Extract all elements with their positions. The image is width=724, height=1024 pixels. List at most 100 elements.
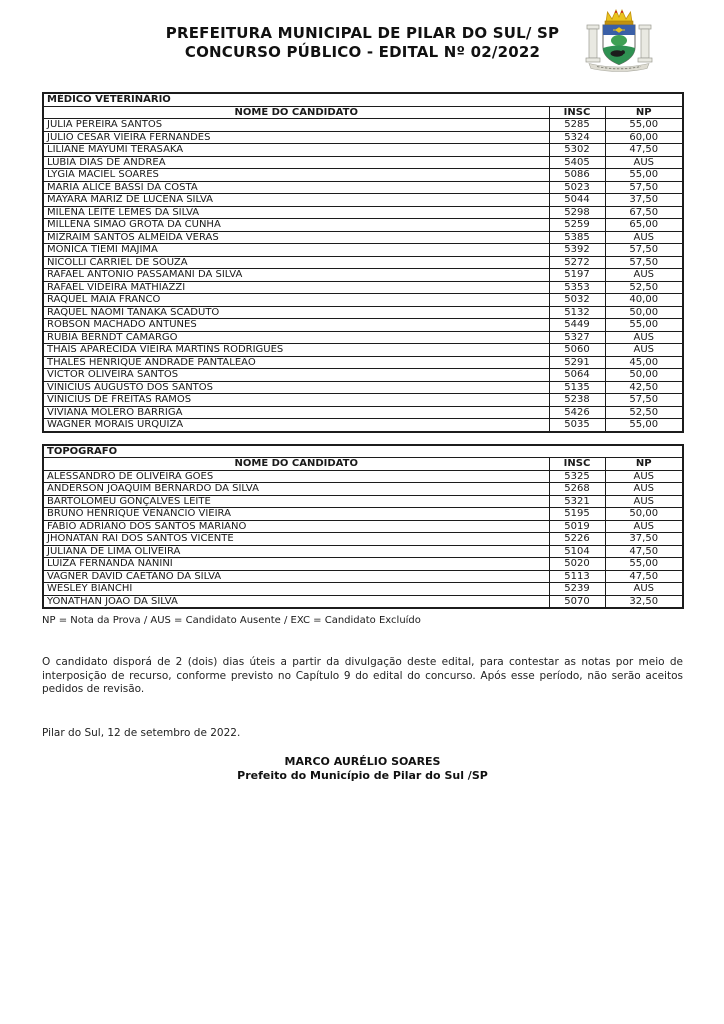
cell-np: AUS [604,230,684,244]
signature-name: MARCO AURÉLIO SOARES [284,754,441,768]
cell-np: 47,50 [604,143,684,157]
notice-paragraph: O candidato disporá de 2 (dois) dias úte… [42,656,683,695]
table-row: RAQUEL NAOMI TANAKA SCADUTO 5132 50,00 [42,305,684,319]
table-row: BRUNO HENRIQUE VENÂNCIO VIEIRA 5195 50,00 [42,507,684,521]
signature-role: Prefeito do Município de Pilar do Sul /S… [237,768,488,782]
cell-name: WESLEY BIANCHI [42,582,550,596]
cell-insc: 5060 [548,343,606,357]
document-header: PREFEITURA MUNICIPAL DE PILAR DO SUL/ SP… [42,9,683,92]
table-title: MÉDICO VETERINÁRIO [42,92,684,107]
cell-np: AUS [604,519,684,533]
table-title-row: TOPÓGRAFO [42,444,684,458]
cell-insc: 5392 [548,243,606,257]
cell-name: MILENA LEITE LEMES DA SILVA [42,205,550,219]
cell-insc: 5226 [548,532,606,546]
cell-insc: 5070 [548,594,606,609]
crown-jewel [620,10,624,14]
cell-name: BARTOLOMEU GONÇALVES LEITE [42,494,550,508]
cell-np: 55,00 [604,168,684,182]
table-row: VIVIANA MOLERO BARRIGA 5426 52,50 [42,405,684,419]
cell-insc: 5426 [548,405,606,419]
coat-of-arms-icon [583,7,655,75]
cell-insc: 5020 [548,557,606,571]
column-header-np: NP [604,105,684,119]
cell-insc: 5023 [548,180,606,194]
cell-insc: 5449 [548,318,606,332]
table-row: JHONATAN RAI DOS SANTOS VICENTE 5226 37,50 [42,532,684,546]
cell-np: 50,00 [604,305,684,319]
table-row: NICOLLI CARRIEL DE SOUZA 5272 57,50 [42,255,684,269]
table-row: ALESSANDRO DE OLIVEIRA GÓES 5325 AUS [42,469,684,483]
cell-np: 55,00 [604,418,684,432]
cell-name: JÚLIA PEREIRA SANTOS [42,118,550,132]
cell-name: LILIANE MAYUMI TERASAKA [42,143,550,157]
table-row: WAGNER MORAIS URQUIZA 5035 55,00 [42,418,684,432]
table-row: RAFAEL VIDEIRA MATHIAZZI 5353 52,50 [42,280,684,294]
table-row: THALES HENRIQUE ANDRADE PANTALEÃO 5291 45,… [42,355,684,369]
cell-np: 57,50 [604,243,684,257]
cell-insc: 5298 [548,205,606,219]
cell-np: 55,00 [604,318,684,332]
cell-name: WAGNER MORAIS URQUIZA [42,418,550,432]
cell-insc: 5135 [548,380,606,394]
results-table-topografo: TOPÓGRAFO NOME DO CANDIDATO INSC NP ALES… [42,443,684,609]
cell-name: BRUNO HENRIQUE VENÂNCIO VIEIRA [42,507,550,521]
table-row: MILENA LEITE LEMES DA SILVA 5298 67,50 [42,205,684,219]
cell-name: JULIO CESAR VIEIRA FERNANDES [42,130,550,144]
crown-jewel [614,10,618,14]
crown-shape [605,9,633,23]
cell-name: VAGNER DAVID CAETANO DA SILVA [42,569,550,583]
page-subtitle: CONCURSO PÚBLICO - EDITAL Nº 02/2022 [184,43,541,61]
shield-bull-head [621,50,625,55]
table-row: RAQUEL MAIA FRANCO 5032 40,00 [42,293,684,307]
table-row: RUBIA BERNDT CAMARGO 5327 AUS [42,330,684,344]
legend-text: NP = Nota da Prova / AUS = Candidato Aus… [42,615,421,626]
table-row: LYGIA MACIEL SOARES 5086 55,00 [42,168,684,182]
table-row: MONICA TIEMI MAJIMA 5392 57,50 [42,243,684,257]
cell-name: ROBSON MACHADO ANTUNES [42,318,550,332]
table-row: VINICIUS DE FREITAS RAMOS 5238 57,50 [42,393,684,407]
cell-np: 52,50 [604,280,684,294]
cell-np: 55,00 [604,118,684,132]
cell-np: 55,00 [604,557,684,571]
table-row: VAGNER DAVID CAETANO DA SILVA 5113 47,50 [42,569,684,583]
cell-np: 57,50 [604,180,684,194]
cell-name: JULIANA DE LIMA OLIVEIRA [42,544,550,558]
coat-of-arms-svg [585,9,653,72]
dateline: Pilar do Sul, 12 de setembro de 2022. [42,726,241,739]
cell-insc: 5385 [548,230,606,244]
cell-np: AUS [604,482,684,496]
table-body: ALESSANDRO DE OLIVEIRA GÓES 5325 AUS ANDERS… [42,469,684,609]
cell-name: LUIZA FERNANDA NANINI [42,557,550,571]
table-row: VINICIUS AUGUSTO DOS SANTOS 5135 42,50 [42,380,684,394]
cell-name: YONATHAN JOÃO DA SILVA [42,594,550,609]
cell-np: 50,00 [604,507,684,521]
header-titles: PREFEITURA MUNICIPAL DE PILAR DO SUL/ SP… [42,20,683,62]
table-row: ANDERSON JOAQUIM BERNARDO DA SILVA 5268 AU… [42,482,684,496]
cell-name: LUBIA DIAS DE ANDREA [42,155,550,169]
cell-insc: 5132 [548,305,606,319]
cell-np: 52,50 [604,405,684,419]
ribbon-shape [588,63,650,72]
left-column-base [585,57,601,63]
cell-name: MIZRAIM SANTOS ALMEIDA VERAS [42,230,550,244]
table-title-row: MÉDICO VETERINÁRIO [42,92,684,107]
cell-insc: 5405 [548,155,606,169]
cell-name: THALES HENRIQUE ANDRADE PANTALEÃO [42,355,550,369]
cell-insc: 5302 [548,143,606,157]
cell-np: 40,00 [604,293,684,307]
table-row: JÚLIA PEREIRA SANTOS 5285 55,00 [42,118,684,132]
column-header-nome: NOME DO CANDIDATO [42,105,550,119]
cell-name: NICOLLI CARRIEL DE SOUZA [42,255,550,269]
crown-band [604,20,634,26]
cell-name: MONICA TIEMI MAJIMA [42,243,550,257]
results-table-medico-veterinario: MÉDICO VETERINÁRIO NOME DO CANDIDATO INS… [42,92,684,433]
cell-np: 32,50 [604,594,684,609]
table-row: WESLEY BIANCHI 5239 AUS [42,582,684,596]
cell-name: VIVIANA MOLERO BARRIGA [42,405,550,419]
column-header-np: NP [604,457,684,471]
right-column-capital [638,24,652,30]
cell-np: 57,50 [604,255,684,269]
table-row: YONATHAN JOÃO DA SILVA 5070 32,50 [42,594,684,609]
